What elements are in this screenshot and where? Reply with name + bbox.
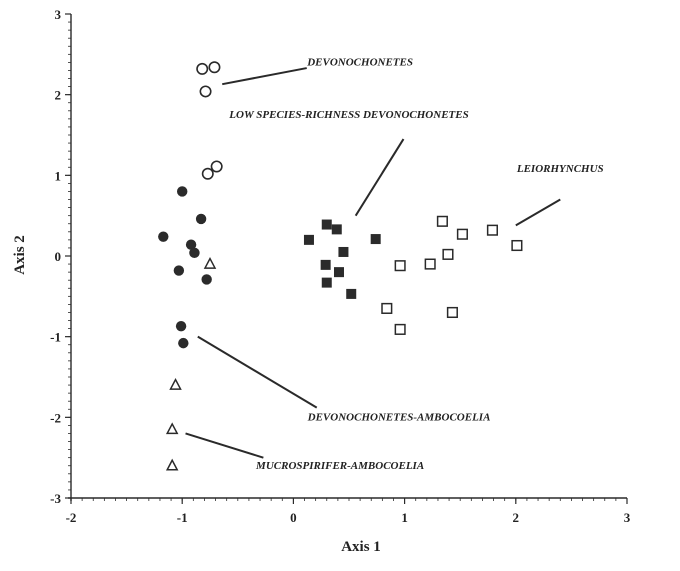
data-point-filled-square [331, 224, 342, 235]
data-point-open-circle [199, 85, 212, 98]
x-tick-label: 1 [401, 510, 408, 525]
data-point-open-square [394, 323, 406, 335]
y-axis-title: Axis 2 [12, 235, 28, 275]
data-point-open-square [456, 228, 468, 240]
data-point-open-circle [210, 160, 223, 173]
y-tick-label: -1 [50, 330, 61, 345]
annotation-leader-line [222, 67, 307, 86]
data-point-open-triangle [165, 458, 179, 471]
annotation-leader-line [185, 432, 264, 459]
axes [68, 14, 627, 501]
data-point-filled-circle [178, 337, 189, 349]
data-point-filled-square [303, 234, 314, 245]
data-point-open-circle [201, 167, 214, 180]
x-tick-label: 0 [290, 510, 297, 525]
data-point-open-square [381, 302, 393, 314]
group-label: MUCROSPIRIFER-AMBOCOELIA [255, 460, 424, 472]
data-point-filled-circle [201, 274, 212, 285]
annotation-labels: DEVONOCHONETES LOW SPECIES-RICHNESS DEVON… [228, 57, 603, 472]
group-label: DEVONOCHONETES-AMBOCOELIA [307, 412, 491, 424]
data-point-open-triangle [165, 422, 179, 435]
annotation-leader-line [197, 335, 318, 409]
data-point-filled-circle [173, 265, 185, 276]
data-point-open-square [511, 239, 523, 252]
y-tick-label: 2 [55, 88, 62, 103]
y-tick-label: -2 [50, 410, 61, 425]
x-tick-label: 2 [513, 510, 520, 525]
data-point-filled-square [370, 234, 381, 245]
x-tick-label: -2 [66, 510, 77, 525]
data-point-filled-square [338, 246, 349, 257]
data-point-filled-circle [189, 247, 200, 258]
data-point-filled-circle [177, 186, 188, 197]
data-point-open-circle [208, 61, 221, 74]
data-point-open-square [424, 258, 436, 270]
y-tick-label: 1 [55, 168, 62, 183]
group-label: LEIORHYNCHUS [516, 163, 604, 175]
data-point-filled-square [333, 267, 344, 278]
annotation-leader-lines [185, 67, 561, 459]
annotation-leader-line [354, 138, 405, 217]
data-point-open-triangle [169, 377, 182, 390]
data-point-filled-circle [158, 231, 169, 242]
group-label: LOW SPECIES-RICHNESS DEVONOCHONETES [228, 109, 468, 121]
data-point-open-square [442, 248, 454, 260]
x-axis-title: Axis 1 [341, 539, 381, 555]
y-tick-label: 0 [55, 249, 62, 264]
data-points [158, 61, 523, 471]
data-point-filled-circle [195, 213, 207, 225]
data-point-open-square [436, 215, 448, 227]
group-label: DEVONOCHONETES [306, 57, 413, 69]
data-point-filled-square [321, 277, 332, 288]
data-point-filled-circle [175, 320, 187, 332]
annotation-leader-line [515, 198, 561, 227]
y-tick-label: -3 [50, 491, 61, 506]
data-point-open-square [394, 260, 406, 272]
data-point-open-square [446, 306, 458, 319]
x-tick-label: -1 [177, 510, 188, 525]
data-point-open-triangle [203, 256, 217, 269]
x-tick-label: 3 [624, 510, 631, 525]
axis-ticks: -2 -1 0 1 2 3 3 2 1 0 -1 -2 -3 [50, 7, 631, 525]
data-point-open-circle [196, 62, 209, 75]
data-point-open-square [486, 224, 498, 236]
y-tick-label: 3 [55, 7, 62, 22]
data-point-filled-circle [185, 239, 197, 250]
data-point-filled-square [346, 288, 357, 299]
data-point-filled-square [321, 219, 332, 230]
data-point-filled-square [320, 259, 331, 270]
